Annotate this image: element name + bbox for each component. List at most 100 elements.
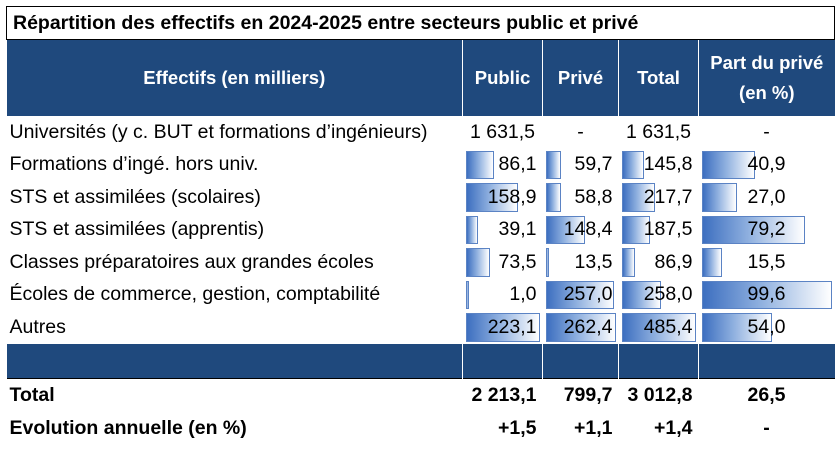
header-public: Public bbox=[462, 39, 543, 116]
cell-value: 73,5 bbox=[498, 250, 537, 273]
cell-part: 40,9 bbox=[699, 149, 835, 182]
table-row: Écoles de commerce, gestion, comptabilit… bbox=[7, 279, 835, 312]
evolution-label: Evolution annuelle (en %) bbox=[9, 416, 247, 439]
evolution-total: +1,4 bbox=[654, 416, 693, 439]
cell-value: 39,1 bbox=[498, 218, 537, 241]
cell-value: 86,9 bbox=[654, 250, 693, 273]
header-part-line2: (en %) bbox=[739, 82, 795, 103]
table-body: Universités (y c. BUT et formations d’in… bbox=[7, 116, 835, 344]
cell-value: 15,5 bbox=[747, 250, 786, 273]
cell-value: 217,7 bbox=[643, 185, 693, 208]
cell-value: - bbox=[577, 120, 584, 143]
cell-prive: 13,5 bbox=[543, 246, 619, 279]
data-bar-total bbox=[621, 150, 644, 179]
data-bar-public bbox=[465, 313, 540, 342]
cell-public: 39,1 bbox=[463, 214, 543, 247]
total-label: Total bbox=[6, 377, 463, 412]
data-bar-public bbox=[465, 248, 490, 277]
cell-value: 145,8 bbox=[643, 153, 693, 176]
cell-part: 27,0 bbox=[699, 181, 835, 214]
data-bar-prive bbox=[545, 248, 550, 277]
data-bar-prive bbox=[545, 280, 615, 309]
cell-value: 27,0 bbox=[747, 185, 786, 208]
header-part: Part du privé (en %) bbox=[697, 39, 835, 116]
cell-value: 158,9 bbox=[487, 185, 537, 208]
cell-prive: - bbox=[543, 116, 619, 149]
cell-public: 73,5 bbox=[463, 246, 543, 279]
table-container: Répartition des effectifs en 2024-2025 e… bbox=[5, 6, 836, 445]
cell-public: 1,0 bbox=[463, 279, 543, 312]
cell-prive: 58,8 bbox=[543, 181, 619, 214]
data-bar-public bbox=[465, 280, 469, 309]
evolution-row: Evolution annuelle (en %) +1,5 +1,1 +1,4… bbox=[7, 412, 835, 445]
cell-value: 1 631,5 bbox=[469, 120, 536, 143]
data-bar-public bbox=[465, 183, 519, 212]
cell-value: 1 631,5 bbox=[625, 120, 692, 143]
header-row: Effectifs (en milliers) Public Privé Tot… bbox=[6, 39, 835, 116]
evolution-part: - bbox=[763, 416, 770, 439]
cell-total: 485,4 bbox=[619, 311, 699, 344]
data-bar-part bbox=[701, 215, 805, 244]
cell-value: 40,9 bbox=[747, 153, 786, 176]
cell-part: - bbox=[699, 116, 835, 149]
data-bar-prive bbox=[545, 215, 586, 244]
cell-value: 187,5 bbox=[643, 218, 693, 241]
cell-total: 86,9 bbox=[619, 246, 699, 279]
cell-value: 79,2 bbox=[747, 218, 786, 241]
total-part: 26,5 bbox=[698, 377, 835, 412]
data-bar-prive bbox=[545, 313, 616, 342]
cell-total: 187,5 bbox=[619, 214, 699, 247]
cell-value: 262,4 bbox=[563, 315, 613, 338]
cell-prive: 262,4 bbox=[543, 311, 619, 344]
data-bar-part bbox=[701, 313, 772, 342]
cell-value: 59,7 bbox=[574, 153, 613, 176]
data-bar-part bbox=[701, 280, 832, 309]
header-label: Effectifs (en milliers) bbox=[6, 39, 463, 116]
cell-total: 217,7 bbox=[619, 181, 699, 214]
row-label: Écoles de commerce, gestion, comptabilit… bbox=[9, 283, 381, 306]
total-prive: 799,7 bbox=[542, 377, 619, 412]
cell-value: 54,0 bbox=[747, 315, 786, 338]
cell-part: 79,2 bbox=[699, 214, 835, 247]
effectifs-table: Répartition des effectifs en 2024-2025 e… bbox=[5, 6, 836, 445]
row-label: Classes préparatoires aux grandes écoles bbox=[9, 250, 374, 273]
cell-part: 99,6 bbox=[699, 279, 835, 312]
data-bar-part bbox=[701, 183, 737, 212]
cell-value: 257,0 bbox=[563, 283, 613, 306]
cell-total: 258,0 bbox=[619, 279, 699, 312]
data-bar-public bbox=[465, 150, 495, 179]
data-bar-prive bbox=[545, 183, 562, 212]
data-bar-prive bbox=[545, 150, 562, 179]
cell-total: 1 631,5 bbox=[619, 116, 699, 149]
cell-value: 258,0 bbox=[643, 283, 693, 306]
cell-public: 86,1 bbox=[463, 149, 543, 182]
total-public: 2 213,1 bbox=[462, 377, 543, 412]
row-label: Universités (y c. BUT et formations d’in… bbox=[9, 120, 428, 143]
data-bar-total bbox=[621, 313, 696, 342]
cell-public: 223,1 bbox=[463, 311, 543, 344]
cell-value: 13,5 bbox=[574, 250, 613, 273]
cell-value: 223,1 bbox=[487, 315, 537, 338]
total-row: Total 2 213,1 799,7 3 012,8 26,5 bbox=[6, 377, 835, 412]
data-bar-total bbox=[621, 215, 651, 244]
cell-part: 15,5 bbox=[699, 246, 835, 279]
cell-value: 99,6 bbox=[747, 283, 786, 306]
cell-public: 1 631,5 bbox=[463, 116, 543, 149]
data-bar-total bbox=[621, 248, 635, 277]
table-row: Classes préparatoires aux grandes écoles… bbox=[7, 246, 835, 279]
cell-value: 148,4 bbox=[563, 218, 613, 241]
cell-value: - bbox=[763, 120, 770, 143]
data-bar-public bbox=[465, 215, 479, 244]
data-bar-total bbox=[621, 280, 661, 309]
row-label: Autres bbox=[9, 315, 66, 338]
evolution-public: +1,5 bbox=[498, 416, 537, 439]
table-title: Répartition des effectifs en 2024-2025 e… bbox=[5, 6, 836, 40]
data-bar-part bbox=[701, 248, 722, 277]
cell-prive: 148,4 bbox=[543, 214, 619, 247]
row-label: STS et assimilées (apprentis) bbox=[9, 218, 265, 241]
row-label: STS et assimilées (scolaires) bbox=[9, 185, 261, 208]
row-label: Formations d’ingé. hors univ. bbox=[9, 153, 259, 176]
separator-band bbox=[6, 343, 835, 378]
table-row: Formations d’ingé. hors univ. 86,1 59,7 145… bbox=[7, 149, 835, 182]
cell-part: 54,0 bbox=[699, 311, 835, 344]
